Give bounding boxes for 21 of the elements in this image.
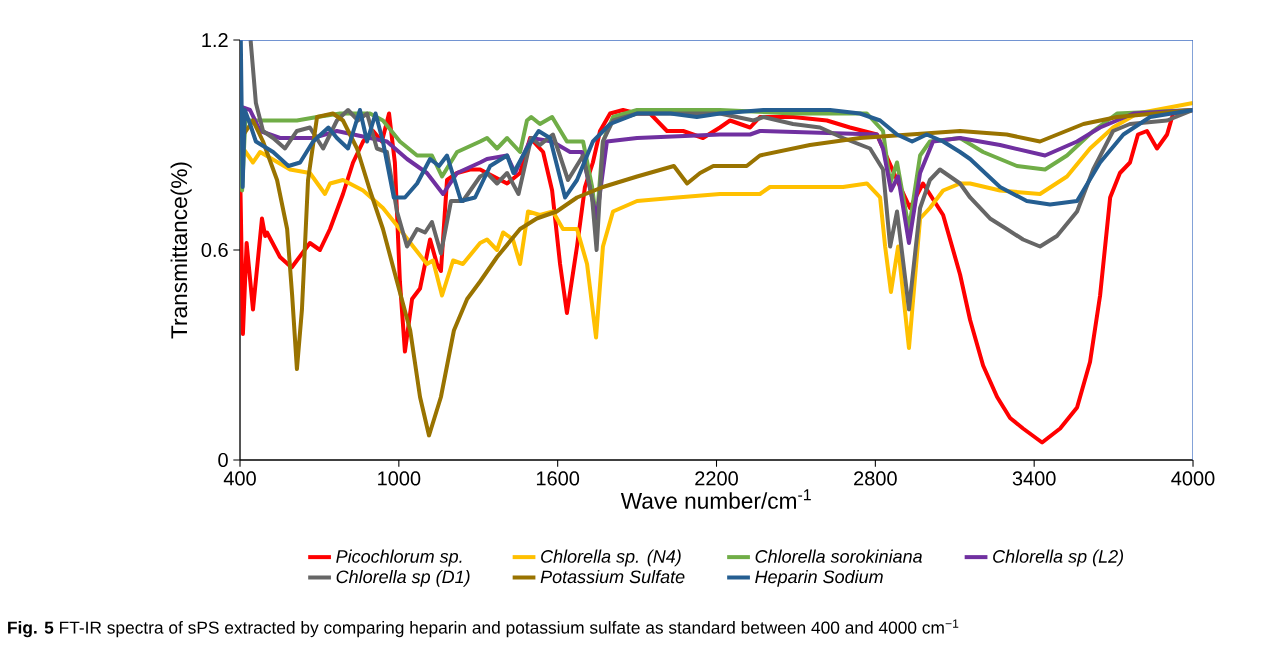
x-tick-label: 4000 (1171, 471, 1215, 486)
text: Fig. 5 FT-IR spectra of sPS extracted by comparing heparin and potassium sulfate as standard between 400 and 4000 cm$^{−1}$ (8, 619, 959, 638)
line-series (240, 40, 1194, 207)
x-tick-label: 2200 (695, 471, 738, 486)
legend-label: Chlorella sp (L2) (993, 549, 1124, 567)
legend-label: Potassium Sulfate (540, 569, 685, 584)
x-tick-label: 1000 (378, 471, 421, 486)
x-tick-label: 400 (223, 471, 256, 486)
legend-label: Picochlorum sp. (336, 549, 462, 567)
x-axis-title: Wave number/cm$^{-1}$ (620, 489, 811, 509)
legend-label: Chlorella sp (D1) (336, 569, 470, 587)
legend-label: Chlorella sp. (N4) (541, 549, 681, 567)
y-tick-label: 0 (218, 452, 228, 468)
y-axis-title: Transmittance(%) (170, 162, 192, 339)
x-tick-label: 1600 (536, 471, 580, 486)
x-tick-label: 2800 (854, 471, 897, 486)
x-tick-label: 3400 (1012, 471, 1056, 486)
legend-label: Heparin Sodium (755, 569, 883, 587)
y-tick-label: 1.2 (202, 33, 228, 47)
legend-label: Chlorella sorokiniana (755, 549, 922, 563)
y-tick-label: 0.6 (201, 242, 228, 258)
